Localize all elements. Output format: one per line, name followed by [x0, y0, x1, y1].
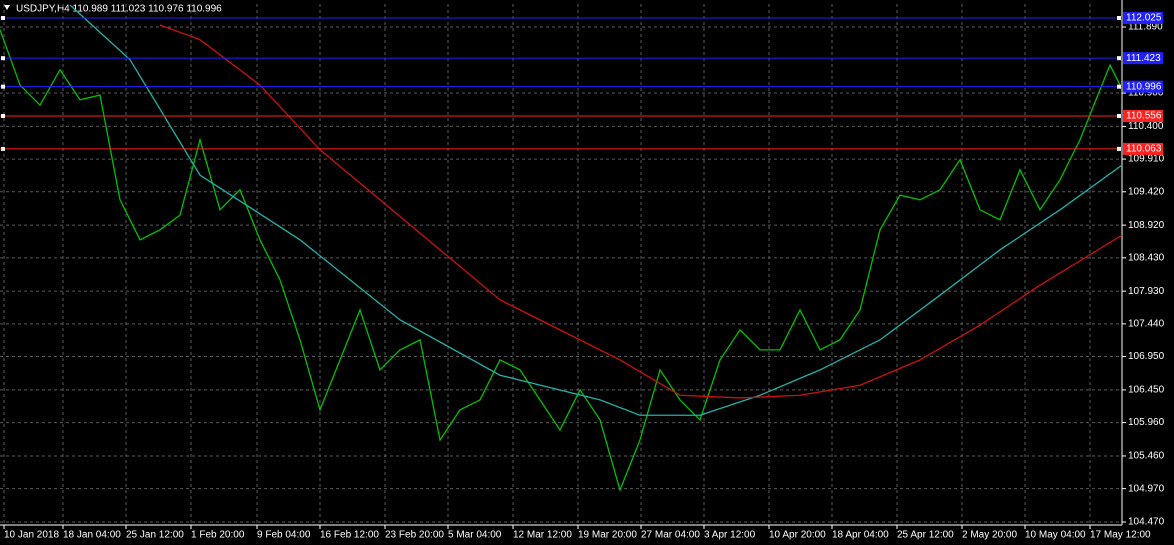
level-label-box [1123, 110, 1163, 123]
y-tick-label: 107.440 [1128, 319, 1165, 330]
x-tick-label: 27 Mar 04:00 [641, 530, 700, 541]
y-tick-label: 106.450 [1128, 385, 1165, 396]
x-tick-label: 19 Mar 20:00 [578, 530, 637, 541]
level-label: 110.996 [1126, 81, 1162, 92]
x-tick-label: 25 Apr 12:00 [897, 530, 954, 541]
x-tick-label: 1 Feb 20:00 [191, 530, 245, 541]
level-label-box [1123, 52, 1163, 65]
x-tick-label: 10 Jan 2018 [4, 530, 59, 541]
level-label: 110.063 [1126, 144, 1162, 155]
y-tick-label: 105.460 [1128, 451, 1165, 462]
x-tick-label: 12 Mar 12:00 [513, 530, 572, 541]
y-tick-label: 110.900 [1128, 88, 1164, 99]
level-handle [1117, 16, 1121, 21]
x-tick-label: 9 Feb 04:00 [257, 530, 311, 541]
y-tick-label: 106.950 [1128, 351, 1165, 362]
x-tick-label: 10 Apr 20:00 [769, 530, 826, 541]
level-label-box [1123, 142, 1163, 155]
level-handle [1, 16, 5, 21]
x-tick-label: 16 Feb 12:00 [320, 530, 379, 541]
x-tick-label: 5 Mar 04:00 [448, 530, 502, 541]
level-handle [1117, 114, 1121, 119]
level-handle [1, 56, 5, 61]
x-tick-label: 18 Apr 04:00 [832, 530, 889, 541]
level-label: 111.423 [1126, 53, 1161, 64]
x-tick-label: 3 Apr 12:00 [704, 530, 756, 541]
chart-title: USDJPY,H4 110.989 111.023 110.976 110.99… [16, 4, 222, 15]
level-label: 110.556 [1126, 111, 1162, 122]
price-line [159, 24, 1123, 399]
y-tick-label: 110.400 [1128, 121, 1164, 132]
level-label: 112.025 [1126, 13, 1162, 24]
y-tick-label: 108.430 [1128, 252, 1165, 263]
level-handle [1, 146, 5, 151]
y-tick-label: 109.420 [1128, 186, 1165, 197]
level-handle [1117, 84, 1121, 89]
price-line [69, 4, 1123, 416]
x-tick-label: 23 Feb 20:00 [385, 530, 444, 541]
level-label-box [1123, 80, 1163, 93]
x-tick-label: 25 Jan 12:00 [126, 530, 184, 541]
title-marker [4, 5, 10, 10]
y-tick-label: 104.470 [1128, 517, 1165, 528]
level-label-box [1123, 12, 1163, 25]
level-handle [1117, 56, 1121, 61]
x-tick-label: 17 May 12:00 [1090, 530, 1151, 541]
y-tick-label: 108.920 [1128, 220, 1165, 231]
y-tick-label: 111.890 [1128, 22, 1163, 33]
level-handle [1, 84, 5, 89]
x-tick-label: 10 May 04:00 [1025, 530, 1086, 541]
x-tick-label: 2 May 20:00 [962, 530, 1017, 541]
y-tick-label: 105.960 [1128, 417, 1165, 428]
y-tick-label: 107.930 [1128, 286, 1165, 297]
x-tick-label: 18 Jan 04:00 [63, 530, 121, 541]
price-line [0, 29, 1121, 492]
y-tick-label: 104.970 [1128, 483, 1165, 494]
level-handle [1, 114, 5, 119]
y-tick-label: 109.910 [1128, 154, 1165, 165]
level-handle [1117, 146, 1121, 151]
